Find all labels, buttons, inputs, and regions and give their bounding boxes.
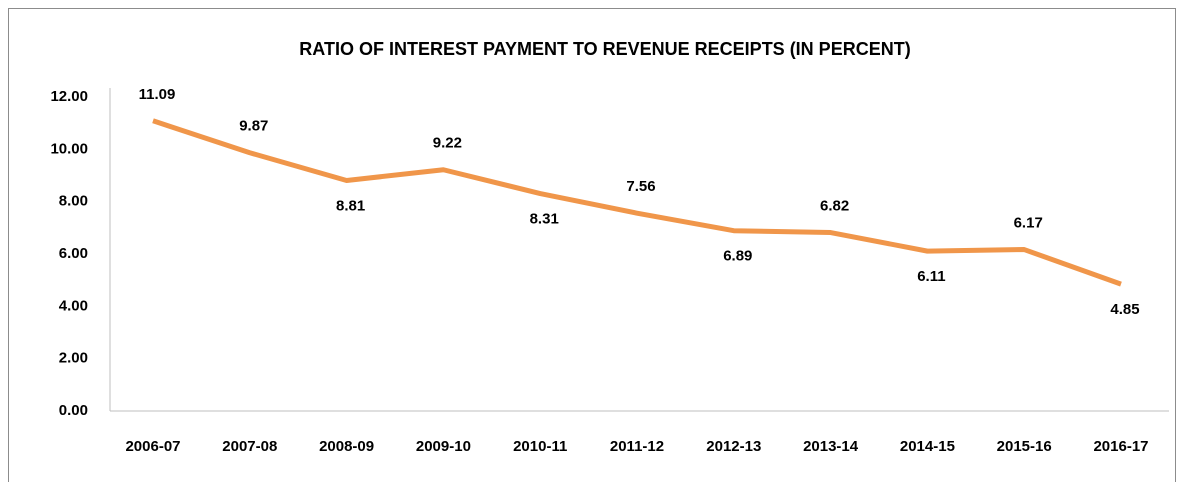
x-tick-label: 2010-11 [513,438,567,455]
x-tick-label: 2014-15 [900,438,955,455]
y-tick-label: 10.00 [50,140,88,157]
data-label: 8.31 [530,211,559,228]
data-label: 6.17 [1014,215,1043,232]
x-tick-label: 2009-10 [416,438,471,455]
x-tick-label: 2015-16 [997,438,1052,455]
y-tick-label: 0.00 [59,402,88,419]
chart-title: RATIO OF INTEREST PAYMENT TO REVENUE REC… [299,39,910,59]
y-tick-label: 6.00 [59,245,88,262]
x-tick-label: 2013-14 [803,438,859,455]
data-label: 8.81 [336,197,365,214]
x-tick-label: 2006-07 [125,438,180,455]
line-series [152,118,1122,287]
y-tick-label: 4.00 [59,297,88,314]
x-tick-label: 2008-09 [319,438,374,455]
x-tick-label: 2011-12 [610,438,664,455]
chart-border [8,8,1176,482]
data-label: 4.85 [1110,301,1139,318]
y-tick-label: 2.00 [59,350,88,367]
data-label: 6.89 [723,248,752,265]
data-label: 7.56 [626,178,655,195]
data-label: 9.87 [239,118,268,135]
data-label: 6.11 [917,268,945,285]
x-tick-label: 2012-13 [706,438,761,455]
x-tick-label: 2007-08 [222,438,277,455]
data-label: 9.22 [433,135,462,152]
x-tick-label: 2016-17 [1093,438,1148,455]
data-label: 6.82 [820,198,849,215]
y-tick-label: 8.00 [59,193,88,210]
data-label: 11.09 [139,86,176,103]
y-tick-label: 12.00 [50,88,88,105]
